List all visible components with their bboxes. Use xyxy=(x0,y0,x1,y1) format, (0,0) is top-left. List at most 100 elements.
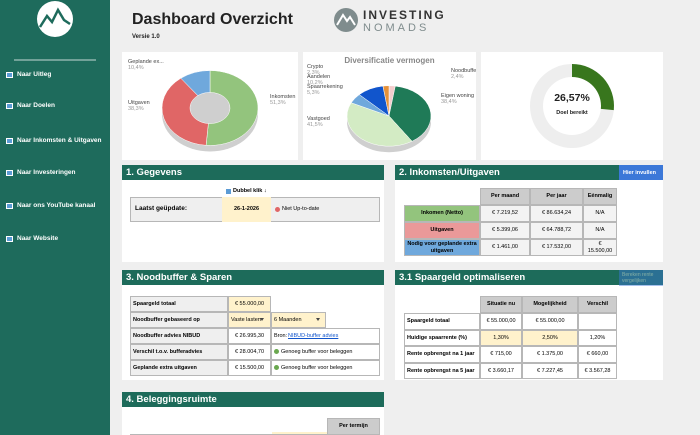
table-cell: 1,20% xyxy=(578,329,617,346)
table-cell: € 55.000,00 xyxy=(522,313,578,330)
table-cell: N/A xyxy=(583,205,617,222)
status-text: Genoeg buffer voor beleggen xyxy=(281,349,353,355)
panel-header: 3. Noodbuffer & Sparen xyxy=(122,270,384,285)
page-title: Dashboard Overzicht xyxy=(132,11,293,28)
chart-title: Diversificatie vermogen xyxy=(344,56,434,65)
menu-item[interactable]: Naar Uitleg xyxy=(17,71,52,78)
menu-item[interactable]: Naar Inkomsten & Uitgaven xyxy=(17,137,102,144)
slice-percent: 38,4% xyxy=(441,99,457,105)
table-cell: Nodig voor geplande extra uitgaven xyxy=(404,239,480,256)
table-cell: Noodbuffer advies NIBUD xyxy=(130,328,228,344)
gauge-caption: Doel bereikt xyxy=(556,110,588,116)
menu-icon[interactable] xyxy=(6,103,13,109)
logo-top: INVESTING xyxy=(363,8,446,22)
table-cell: € 660,00 xyxy=(578,346,617,363)
table-cell: Noodbuffer gebaseerd op xyxy=(130,312,228,328)
slice-name: Uitgaven xyxy=(128,100,150,106)
table-cell: € 3.660,17 xyxy=(480,362,522,379)
table-cell: N/A xyxy=(583,222,617,239)
fill-in-button[interactable]: Hier invullen xyxy=(619,165,663,180)
table-cell: € 86.634,24 xyxy=(530,205,583,222)
table-cell: € 15.500,00 xyxy=(228,360,271,376)
panel-header: 4. Beleggingsruimte xyxy=(122,392,384,407)
menu-item[interactable]: Naar ons YouTube kanaal xyxy=(17,202,96,209)
slice-percent: 10,4% xyxy=(128,65,144,71)
source-link[interactable]: NIBUD-buffer advies xyxy=(288,333,339,339)
table-cell: Spaargeld totaal xyxy=(130,296,228,312)
table-cell: Mogelijkheid xyxy=(522,296,578,313)
slice-name: Crypto xyxy=(307,64,323,70)
table-cell: 1,30% xyxy=(480,329,522,346)
menu-item[interactable]: Naar Doelen xyxy=(17,102,55,109)
table-cell: Rente opbrengst na 5 jaar xyxy=(404,362,480,379)
table-cell: Per termijn xyxy=(327,418,380,435)
table-cell: Eénmalig xyxy=(583,188,617,205)
table-cell: € 3.567,28 xyxy=(578,362,617,379)
status-text: Genoeg buffer voor beleggen xyxy=(281,365,353,371)
table-cell: € 26.995,30 xyxy=(228,328,271,344)
pie-slice xyxy=(180,70,211,96)
table-cell: € 15.500,00 xyxy=(583,239,617,256)
compare-button[interactable]: Bereken rente vergelijken xyxy=(619,270,663,286)
row-extra xyxy=(271,360,380,376)
status-dot xyxy=(275,207,280,212)
pie-slice xyxy=(205,70,259,146)
slice-name: Noodbuffer xyxy=(451,68,476,74)
slice-name: Vastgoed xyxy=(307,116,330,122)
hint: Dubbel klik ↓ xyxy=(233,188,267,194)
table-cell: Verschil t.o.v. bufferadvies xyxy=(130,344,228,360)
slice-name: Aandelen xyxy=(307,74,330,80)
chart: 26,57% Doel bereikt xyxy=(481,52,663,160)
row-extra xyxy=(271,344,380,360)
slice-name: Eigen woning xyxy=(441,93,474,99)
menu-icon[interactable] xyxy=(6,203,13,209)
pie-slice xyxy=(346,102,413,147)
panel-header: 2. Inkomsten/Uitgaven xyxy=(395,165,663,180)
table-cell: € 1.461,00 xyxy=(480,239,530,256)
menu-item[interactable]: Naar Website xyxy=(17,235,59,242)
slice-name: Inkomsten xyxy=(270,94,295,100)
status-dot xyxy=(274,349,279,354)
slice-percent: 2,3% xyxy=(307,70,320,76)
table-cell: € 55.000,00 xyxy=(228,296,271,312)
table-cell: € 7.227,45 xyxy=(522,362,578,379)
table-cell: Spaargeld totaal xyxy=(404,313,480,330)
dropdown: Vaste lasten xyxy=(228,312,271,328)
slice-percent: 41,5% xyxy=(307,122,323,128)
dropdown-arrow[interactable] xyxy=(316,318,320,323)
table-cell: € 17.532,00 xyxy=(530,239,583,256)
menu-item[interactable]: Naar Investeringen xyxy=(17,169,76,176)
menu-icon[interactable] xyxy=(6,72,13,78)
table-cell: Huidige spaarrente (%) xyxy=(404,329,480,346)
source-label: Bron: xyxy=(274,333,288,339)
slice-name: Spaarrekening xyxy=(307,84,343,90)
table-cell: Situatie nu xyxy=(480,296,522,313)
slice-percent: 5,3% xyxy=(307,90,320,96)
pie-slice xyxy=(161,77,209,146)
table-cell: Per jaar xyxy=(530,188,583,205)
table-cell: € 1.375,00 xyxy=(522,346,578,363)
input-cell xyxy=(272,432,327,435)
table-cell xyxy=(578,313,617,330)
table-cell: Per maand xyxy=(480,188,530,205)
slice-name: Geplande ex... xyxy=(128,59,164,65)
menu-icon[interactable] xyxy=(6,138,13,144)
status-dot xyxy=(274,365,279,370)
table-cell: € 715,00 xyxy=(480,346,522,363)
field-label: Laatst geüpdate: xyxy=(135,205,188,212)
dropdown-arrow[interactable] xyxy=(260,318,264,323)
pie-slice xyxy=(382,85,390,117)
row-extra xyxy=(271,328,380,344)
calendar-icon xyxy=(226,189,231,194)
nomads-logo-icon xyxy=(334,8,358,32)
menu-icon[interactable] xyxy=(6,236,13,242)
table-cell: Uitgaven xyxy=(404,222,480,239)
menu-icon[interactable] xyxy=(6,170,13,176)
table-cell: € 5.399,06 xyxy=(480,222,530,239)
logo-bottom: NOMADS xyxy=(363,22,430,34)
gauge-value: 26,57% xyxy=(554,92,590,104)
